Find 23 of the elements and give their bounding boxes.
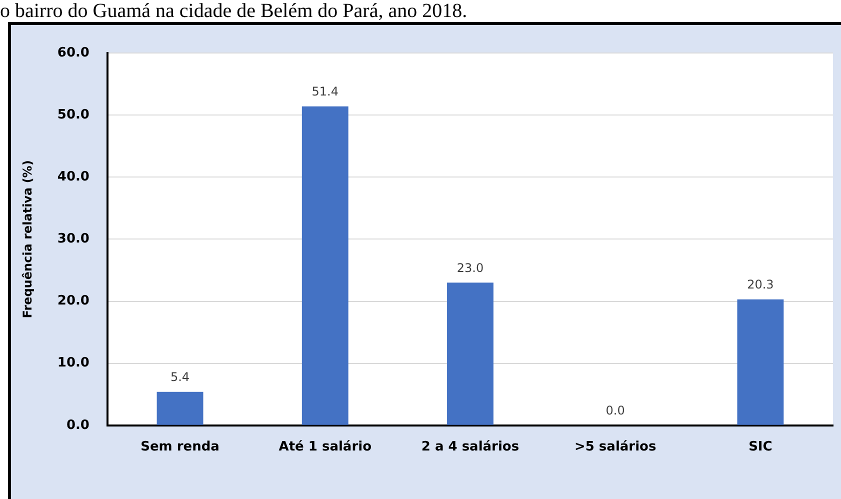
y-tick-label: 30.0: [57, 232, 90, 247]
y-tick-label: 40.0: [57, 170, 90, 185]
y-tick-label: 50.0: [57, 107, 90, 122]
y-axis-title: Frequência relativa (%): [20, 160, 34, 318]
x-tick-label: 2 a 4 salários: [421, 440, 520, 455]
bar: [447, 282, 494, 425]
x-tick-label: Até 1 salário: [278, 440, 372, 455]
data-label: 23.0: [456, 260, 484, 275]
y-tick-label: 60.0: [57, 45, 90, 60]
data-label: 51.4: [312, 84, 338, 98]
data-label: 20.3: [747, 278, 774, 292]
y-tick-label: 10.0: [57, 356, 90, 371]
x-tick-label: >5 salários: [574, 440, 656, 455]
y-tick-label: 0.0: [66, 418, 90, 433]
bar: [156, 392, 204, 425]
x-tick-label: SIC: [748, 440, 772, 455]
x-tick-label: Sem renda: [140, 440, 220, 455]
chart-title: o bairro do Guamá na cidade de Belém do Pará, ano 2018.: [0, 0, 468, 23]
bar: [302, 106, 348, 425]
data-label: 5.4: [170, 370, 190, 384]
data-label: 0.0: [606, 404, 625, 418]
bar: [737, 299, 784, 425]
y-tick-label: 20.0: [57, 294, 90, 309]
